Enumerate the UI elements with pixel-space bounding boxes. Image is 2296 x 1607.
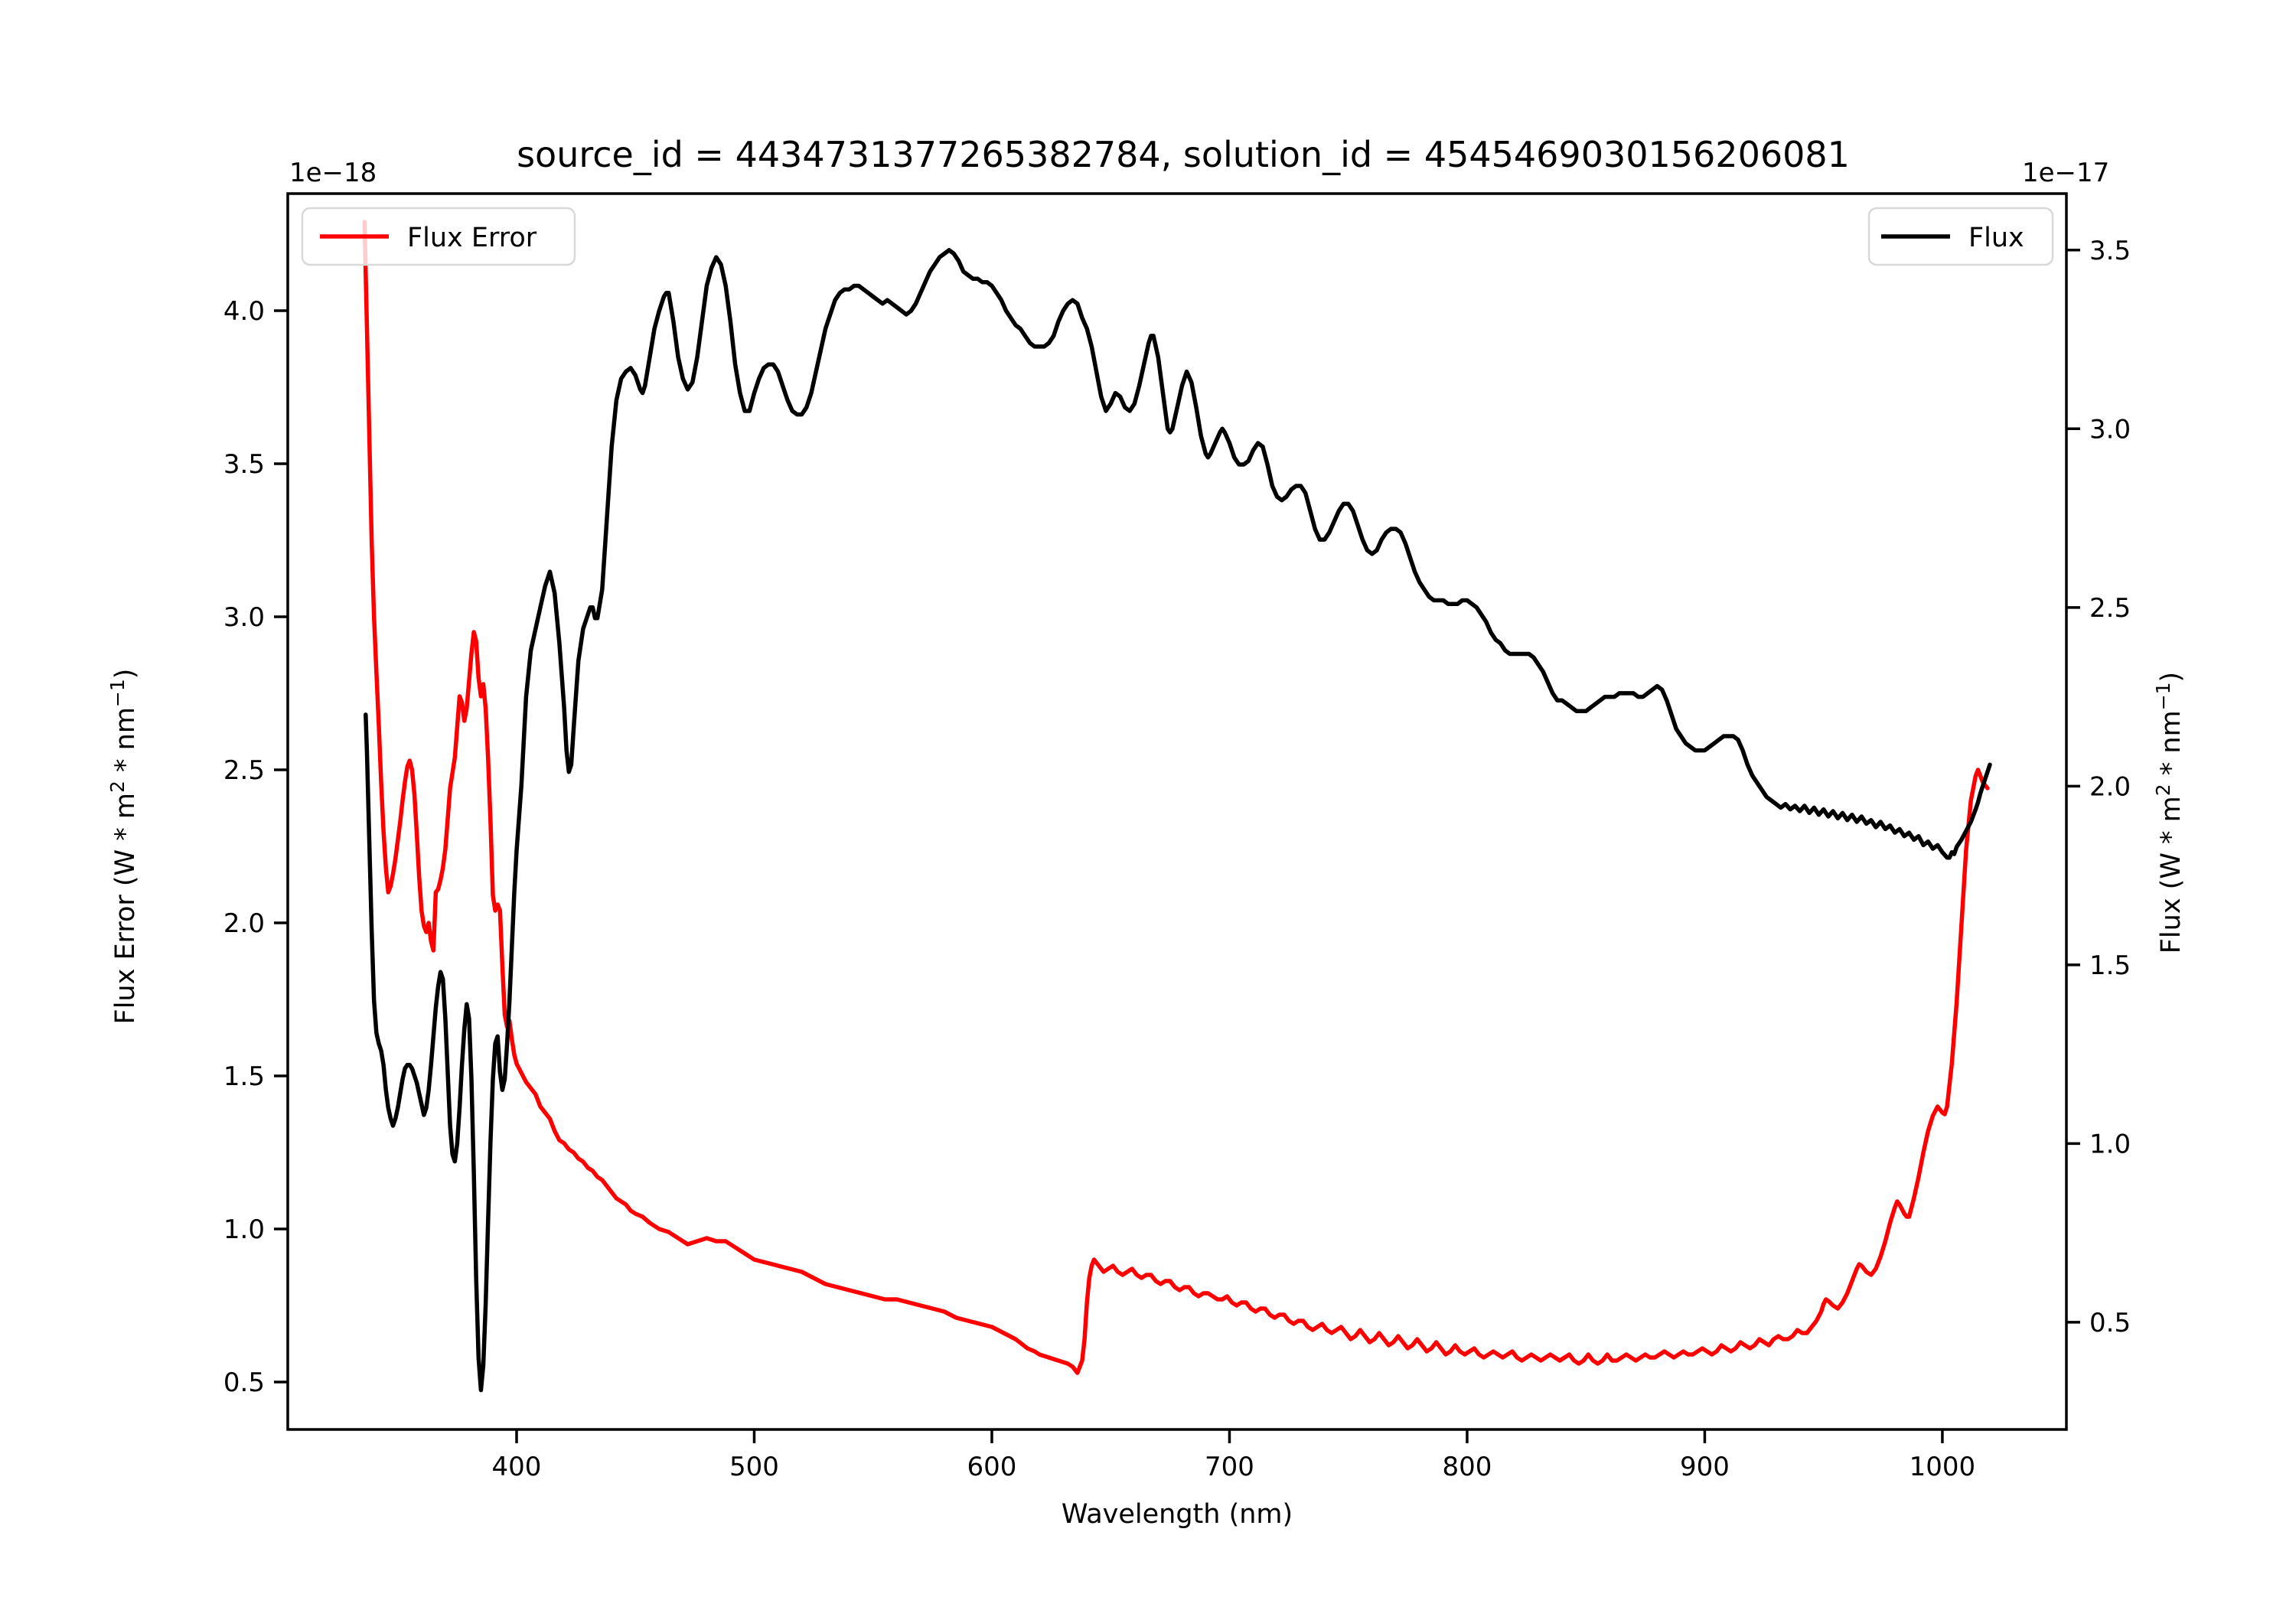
legend-flux: Flux — [1867, 207, 2054, 266]
right-axis-label-part: Flux (W * m — [2156, 796, 2187, 953]
right-axis-label: Flux (W * m2 * nm−1) — [2152, 672, 2187, 953]
legend-box — [301, 207, 576, 266]
left-y-tick-label: 1.0 — [223, 1214, 265, 1245]
left-y-tick-label: 4.0 — [223, 296, 265, 327]
data-curves — [362, 220, 1992, 1393]
chart-title: source_id = 4434731377265382784, solutio… — [517, 134, 1850, 175]
right-axis-ticks: 0.5 1.0 1.5 2.0 2.5 3.0 3.5 — [2066, 236, 2131, 1338]
x-tick-label: 600 — [967, 1452, 1017, 1482]
x-tick-label: 700 — [1205, 1452, 1254, 1482]
right-axis-label-part: ) — [2156, 672, 2187, 683]
right-y-tick-label: 2.5 — [2089, 593, 2131, 624]
right-y-tick-label: 3.5 — [2089, 236, 2131, 266]
right-axis-label-superscript: −1 — [2152, 682, 2174, 710]
left-y-tick-label: 2.5 — [223, 755, 265, 786]
left-axis-label-part: ) — [110, 669, 141, 680]
left-axis-label-part: Flux Error (W * m — [110, 793, 141, 1024]
right-y-tick-label: 1.5 — [2089, 950, 2131, 981]
x-tick-label: 800 — [1442, 1452, 1492, 1482]
left-y-tick-label: 2.0 — [223, 908, 265, 939]
right-axis-offset-text: 1e−17 — [2022, 158, 2109, 188]
left-axis-label-part: * nm — [110, 707, 141, 781]
left-axis-label-superscript: −1 — [106, 679, 129, 707]
right-y-tick-label: 1.0 — [2089, 1129, 2131, 1159]
legend-flux-error: Flux Error — [301, 207, 576, 266]
legend-label-flux-error: Flux Error — [407, 223, 537, 253]
left-axis-label: Flux Error (W * m2 * nm−1) — [106, 669, 141, 1025]
right-y-tick-label: 0.5 — [2089, 1308, 2131, 1338]
left-axis-label-superscript: 2 — [106, 781, 129, 793]
right-y-tick-label: 2.0 — [2089, 771, 2131, 802]
legend-label-flux: Flux — [1968, 223, 2024, 253]
x-tick-label: 1000 — [1910, 1452, 1976, 1482]
right-y-tick-label: 3.0 — [2089, 414, 2131, 445]
right-axis-label-superscript: 2 — [2152, 784, 2174, 796]
left-y-tick-label: 0.5 — [223, 1367, 265, 1398]
flux-error-line — [362, 220, 1990, 1375]
left-y-tick-label: 3.5 — [223, 449, 265, 480]
x-axis-ticks: 400 500 600 700 800 900 1000 — [492, 1429, 1976, 1482]
plot-border — [286, 192, 2068, 1431]
x-tick-label: 500 — [729, 1452, 779, 1482]
x-tick-label: 900 — [1680, 1452, 1730, 1482]
left-axis-offset-text: 1e−18 — [289, 158, 377, 188]
left-y-tick-label: 3.0 — [223, 602, 265, 633]
x-tick-label: 400 — [492, 1452, 542, 1482]
left-axis-ticks: 0.5 1.0 1.5 2.0 2.5 3.0 3.5 4.0 — [223, 296, 288, 1398]
left-y-tick-label: 1.5 — [223, 1061, 265, 1092]
legend-box — [1867, 207, 2054, 266]
x-axis-label: Wavelength (nm) — [1062, 1499, 1293, 1530]
right-axis-label-part: * nm — [2156, 710, 2187, 784]
flux-line — [364, 248, 1992, 1393]
